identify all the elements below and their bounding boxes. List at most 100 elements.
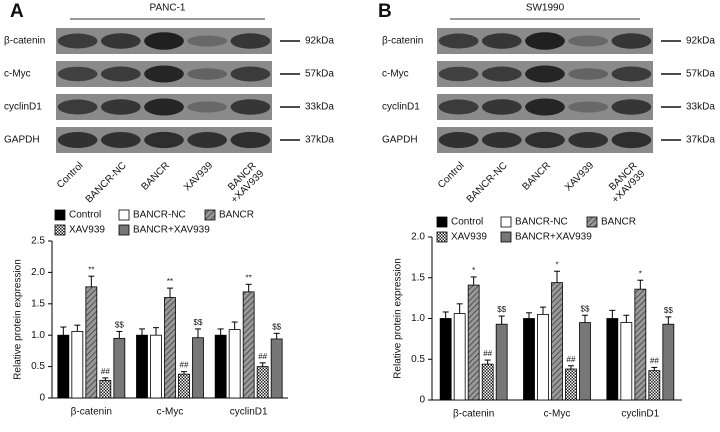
x-tick-label: β-catenin	[453, 409, 494, 420]
bar	[150, 334, 162, 399]
significance: $$	[497, 305, 506, 314]
bar	[537, 314, 549, 401]
y-tick-label: 1.5	[411, 272, 425, 283]
blot-band	[230, 33, 271, 49]
bar	[481, 363, 494, 401]
legend-swatch	[118, 209, 130, 221]
bar	[523, 318, 535, 401]
blot-band	[481, 33, 522, 49]
blot-band	[187, 132, 228, 148]
bar	[85, 286, 98, 399]
lane-label: Control	[436, 160, 467, 191]
bar	[565, 368, 577, 401]
legend-label: BANCR+XAV939	[133, 225, 210, 236]
blot-band	[57, 99, 98, 115]
blot-band	[438, 33, 479, 49]
legend-label: BANCR-NC	[133, 210, 186, 221]
blot-band	[230, 66, 271, 82]
legend-swatch	[54, 224, 66, 236]
blot-band	[187, 35, 228, 47]
bar	[620, 322, 633, 401]
legend-label: Control	[451, 217, 483, 228]
y-tick-label: 2.0	[31, 267, 45, 278]
bar	[270, 338, 283, 399]
blot-band	[568, 101, 609, 113]
legend-label: BANCR+XAV939	[515, 232, 592, 243]
lane-label: BANCR+XAV939	[221, 160, 266, 205]
blot-band	[144, 98, 184, 116]
y-tick-label: 0.5	[31, 361, 45, 372]
blot-band	[525, 98, 565, 116]
bar	[178, 373, 190, 399]
blot-band	[100, 99, 141, 115]
y-tick-label: 0	[419, 395, 425, 406]
legend-swatch	[586, 216, 598, 228]
bar	[256, 366, 269, 399]
blot-band	[100, 66, 141, 82]
significance: $$	[272, 322, 281, 331]
blot-band	[568, 68, 609, 80]
blot-band	[100, 132, 141, 148]
lane-label: BANCR+XAV939	[602, 160, 647, 205]
significance: ##	[258, 352, 267, 361]
bar	[136, 334, 148, 399]
cell-line: PANC-1	[150, 3, 186, 14]
blot-band	[57, 132, 98, 148]
significance: **	[167, 277, 173, 286]
blot-band	[57, 33, 98, 49]
x-tick-label: c-Myc	[157, 407, 184, 418]
bar	[164, 297, 176, 399]
bar	[662, 323, 675, 401]
significance: ##	[180, 361, 189, 370]
legend-label: XAV939	[451, 232, 487, 243]
bar	[467, 284, 480, 401]
size-label: 92kDa	[686, 36, 715, 47]
blot-band	[144, 32, 184, 50]
bar	[228, 329, 241, 399]
bar	[606, 318, 619, 401]
size-label: 57kDa	[686, 69, 715, 80]
significance: $$	[194, 318, 203, 327]
size-label: 33kDa	[305, 102, 334, 113]
y-axis-label: Relative protein expression	[13, 259, 24, 380]
significance: **	[88, 265, 94, 274]
blot-band	[230, 99, 271, 115]
blot-band	[144, 65, 184, 83]
significance: *	[639, 269, 642, 278]
significance: *	[555, 260, 558, 269]
blot-band	[568, 35, 609, 47]
x-tick-label: β-catenin	[71, 407, 112, 418]
legend-swatch	[500, 231, 512, 243]
protein-label: β-catenin	[4, 36, 45, 47]
bar	[634, 288, 647, 401]
protein-label: cyclinD1	[382, 102, 420, 113]
blot-band	[525, 65, 565, 83]
blot-band	[568, 132, 609, 148]
blot-band	[481, 66, 522, 82]
legend-label: BANCR-NC	[515, 217, 568, 228]
blot-band	[57, 66, 98, 82]
significance: *	[472, 266, 475, 275]
legend-swatch	[118, 224, 130, 236]
significance: $$	[115, 321, 124, 330]
lane-label: Control	[55, 160, 86, 191]
blot-band	[187, 68, 228, 80]
protein-label: c-Myc	[4, 69, 31, 80]
legend-swatch	[500, 216, 512, 228]
significance: **	[246, 273, 252, 282]
protein-label: GAPDH	[382, 135, 418, 146]
significance: $$	[581, 304, 590, 313]
lane-label: BANCR-NC	[465, 160, 510, 205]
panel-letter: A	[10, 1, 24, 22]
bar	[439, 318, 452, 401]
size-label: 37kDa	[305, 135, 334, 146]
blot-band	[100, 33, 141, 49]
y-tick-label: 0.5	[411, 354, 425, 365]
bar	[551, 282, 563, 401]
blot-band	[611, 99, 652, 115]
significance: ##	[650, 357, 659, 366]
blot-band	[481, 99, 522, 115]
bar	[495, 323, 508, 401]
bar	[71, 331, 84, 399]
